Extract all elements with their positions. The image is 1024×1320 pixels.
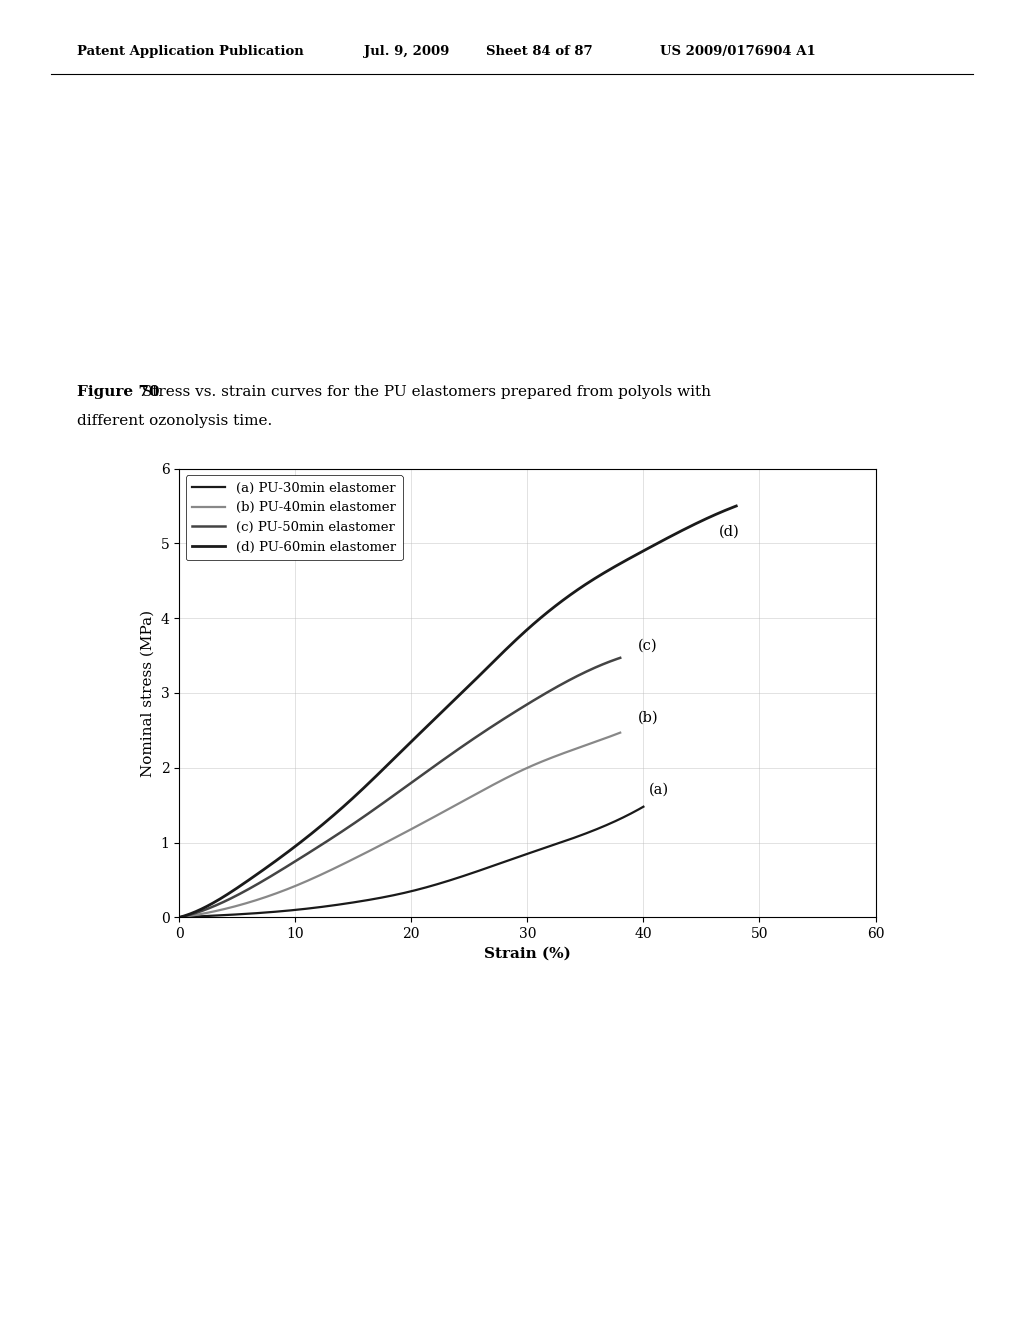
Text: Patent Application Publication: Patent Application Publication <box>77 45 303 58</box>
Y-axis label: Nominal stress (MPa): Nominal stress (MPa) <box>141 610 155 776</box>
Text: Sheet 84 of 87: Sheet 84 of 87 <box>486 45 593 58</box>
Text: Stress vs. strain curves for the PU elastomers prepared from polyols with: Stress vs. strain curves for the PU elas… <box>137 385 711 399</box>
Text: different ozonolysis time.: different ozonolysis time. <box>77 414 272 428</box>
Text: Figure 70: Figure 70 <box>77 385 160 399</box>
Text: (c): (c) <box>638 639 657 652</box>
Legend: (a) PU-30min elastomer, (b) PU-40min elastomer, (c) PU-50min elastomer, (d) PU-6: (a) PU-30min elastomer, (b) PU-40min ela… <box>185 475 402 560</box>
X-axis label: Strain (%): Strain (%) <box>484 946 570 961</box>
Text: (a): (a) <box>649 783 670 797</box>
Text: (b): (b) <box>638 710 658 725</box>
Text: Jul. 9, 2009: Jul. 9, 2009 <box>364 45 449 58</box>
Text: (d): (d) <box>719 525 739 539</box>
Text: US 2009/0176904 A1: US 2009/0176904 A1 <box>660 45 816 58</box>
